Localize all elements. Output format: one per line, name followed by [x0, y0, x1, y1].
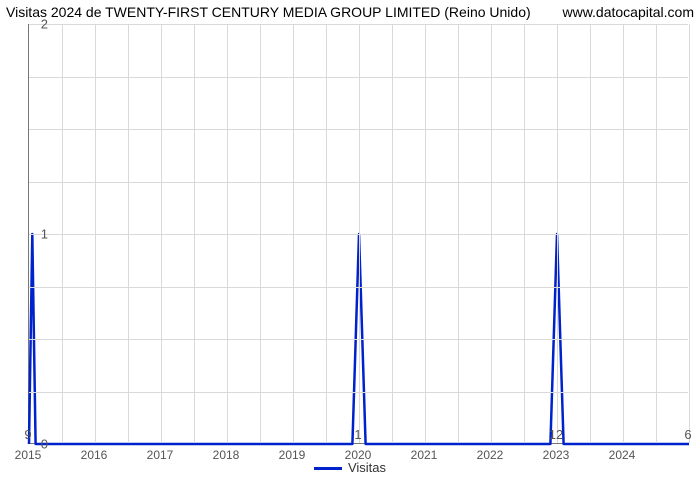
vgrid-minor: [194, 24, 195, 443]
vgrid-major: [227, 24, 228, 443]
data-point-label: 9: [24, 427, 31, 442]
vgrid-major: [161, 24, 162, 443]
vgrid-major: [557, 24, 558, 443]
legend-label: Visitas: [348, 460, 386, 475]
vgrid-minor: [128, 24, 129, 443]
chart-title: Visitas 2024 de TWENTY-FIRST CENTURY MED…: [6, 4, 531, 20]
vgrid-major: [623, 24, 624, 443]
legend-swatch: [314, 467, 342, 470]
vgrid-minor: [656, 24, 657, 443]
vgrid-minor: [458, 24, 459, 443]
plot-region: [28, 24, 688, 444]
y-tick-label: 2: [8, 17, 48, 32]
vgrid-major: [95, 24, 96, 443]
vgrid-major: [359, 24, 360, 443]
chart-area: 0122015201620172018201920202021202220232…: [28, 24, 688, 444]
data-point-label: 12: [549, 427, 563, 442]
vgrid-minor: [590, 24, 591, 443]
vgrid-major: [689, 24, 690, 443]
vgrid-minor: [62, 24, 63, 443]
vgrid-minor: [524, 24, 525, 443]
vgrid-major: [491, 24, 492, 443]
data-point-label: 6: [684, 427, 691, 442]
legend: Visitas: [0, 460, 700, 475]
vgrid-minor: [392, 24, 393, 443]
vgrid-major: [293, 24, 294, 443]
data-point-label: 1: [354, 427, 361, 442]
vgrid-major: [425, 24, 426, 443]
source-site: www.datocapital.com: [562, 4, 694, 20]
vgrid-minor: [260, 24, 261, 443]
vgrid-minor: [326, 24, 327, 443]
y-tick-label: 1: [8, 227, 48, 242]
